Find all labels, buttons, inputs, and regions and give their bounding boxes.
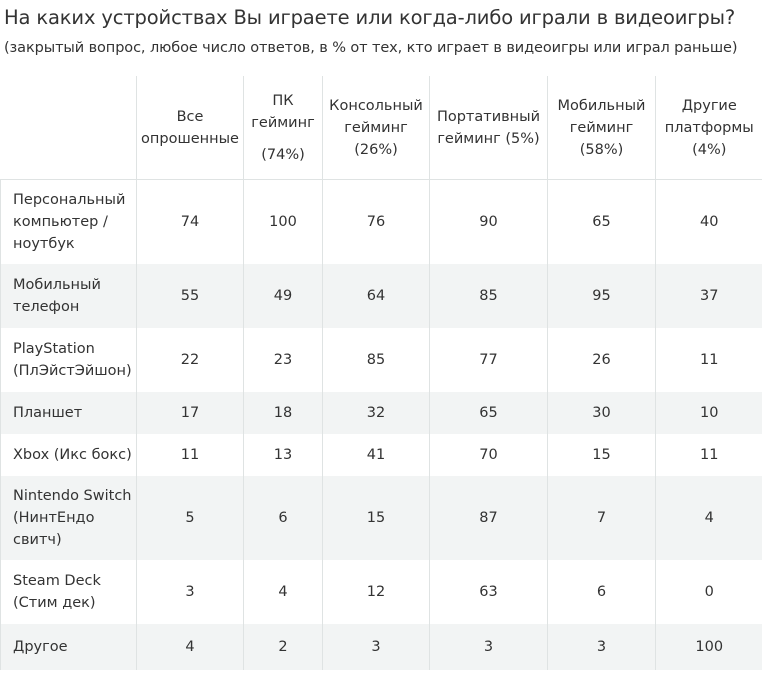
table-cell: 74 bbox=[136, 179, 244, 264]
row-label: Мобильный телефон bbox=[0, 264, 137, 328]
table-cell: 49 bbox=[243, 264, 323, 328]
table-cell: 3 bbox=[547, 624, 656, 670]
row-label: Nintendo Switch (НинтЕндо свитч) bbox=[0, 476, 137, 560]
table-cell: 0 bbox=[655, 560, 762, 624]
table-row: Мобильный телефон 55 49 64 85 95 37 bbox=[0, 264, 762, 328]
column-header-share: (26%) bbox=[354, 141, 398, 158]
column-header: Портативный гейминг (5%) bbox=[429, 76, 548, 180]
column-header: ПК гейминг (74%) bbox=[243, 76, 323, 180]
table-cell: 26 bbox=[547, 328, 656, 392]
table-cell: 23 bbox=[243, 328, 323, 392]
row-label: Xbox (Икс бокс) bbox=[0, 434, 137, 476]
table-row: Xbox (Икс бокс) 11 13 41 70 15 11 bbox=[0, 434, 762, 476]
table-cell: 13 bbox=[243, 434, 323, 476]
row-label: Steam Deck (Стим дек) bbox=[0, 560, 137, 624]
table-cell: 7 bbox=[547, 476, 656, 560]
table-cell: 40 bbox=[655, 179, 762, 264]
table-cell: 4 bbox=[243, 560, 323, 624]
table-cell: 32 bbox=[322, 392, 430, 434]
table-cell: 17 bbox=[136, 392, 244, 434]
table-cell: 70 bbox=[429, 434, 548, 476]
table-cell: 77 bbox=[429, 328, 548, 392]
column-header: Мобильный гейминг (58%) bbox=[547, 76, 656, 180]
column-header: Все опрошенные bbox=[136, 76, 244, 180]
header-row: Все опрошенные ПК гейминг (74%) Консольн… bbox=[0, 76, 762, 180]
column-header-label: Все опрошенные bbox=[141, 108, 239, 147]
column-header-share: (58%) bbox=[579, 141, 624, 158]
table-cell: 65 bbox=[429, 392, 548, 434]
table-cell: 41 bbox=[322, 434, 430, 476]
column-header: Консольный гейминг (26%) bbox=[322, 76, 430, 180]
column-header-label: ПК гейминг bbox=[251, 92, 315, 131]
column-header-share: (74%) bbox=[261, 146, 305, 163]
table-cell: 12 bbox=[322, 560, 430, 624]
column-header-share: (4%) bbox=[692, 141, 727, 158]
table-cell: 4 bbox=[655, 476, 762, 560]
table-row: Steam Deck (Стим дек) 3 4 12 63 6 0 bbox=[0, 560, 762, 624]
table-cell: 5 bbox=[136, 476, 244, 560]
column-header-label: Портативный гейминг (5%) bbox=[436, 108, 541, 147]
survey-table: Все опрошенные ПК гейминг (74%) Консольн… bbox=[0, 76, 762, 670]
table-row: Nintendo Switch (НинтЕндо свитч) 5 6 15 … bbox=[0, 476, 762, 560]
header-corner bbox=[0, 76, 137, 180]
row-label: Персональный компьютер / ноутбук bbox=[0, 179, 137, 264]
table-cell: 6 bbox=[547, 560, 656, 624]
table-cell: 6 bbox=[243, 476, 323, 560]
chart-subtitle: (закрытый вопрос, любое число ответов, в… bbox=[4, 40, 738, 56]
row-label: Планшет bbox=[0, 392, 137, 434]
table-cell: 95 bbox=[547, 264, 656, 328]
table-cell: 10 bbox=[655, 392, 762, 434]
table-cell: 15 bbox=[322, 476, 430, 560]
table-cell: 55 bbox=[136, 264, 244, 328]
table-cell: 11 bbox=[136, 434, 244, 476]
table-cell: 76 bbox=[322, 179, 430, 264]
table-cell: 37 bbox=[655, 264, 762, 328]
table-cell: 64 bbox=[322, 264, 430, 328]
table-cell: 11 bbox=[655, 328, 762, 392]
table-row: Другое 4 2 3 3 3 100 bbox=[0, 624, 762, 670]
table-cell: 30 bbox=[547, 392, 656, 434]
table-cell: 85 bbox=[322, 328, 430, 392]
table-cell: 3 bbox=[136, 560, 244, 624]
column-header-label: Консольный гейминг bbox=[329, 97, 423, 136]
table-cell: 90 bbox=[429, 179, 548, 264]
column-header-label: Другие платформы bbox=[664, 97, 754, 136]
table-cell: 3 bbox=[429, 624, 548, 670]
table-cell: 3 bbox=[322, 624, 430, 670]
row-label: PlayStation (ПлЭйстЭйшон) bbox=[0, 328, 137, 392]
table-cell: 63 bbox=[429, 560, 548, 624]
table-cell: 2 bbox=[243, 624, 323, 670]
table-cell: 65 bbox=[547, 179, 656, 264]
table-cell: 18 bbox=[243, 392, 323, 434]
chart-title: На каких устройствах Вы играете или когд… bbox=[4, 6, 736, 29]
table-row: Персональный компьютер / ноутбук 74 100 … bbox=[0, 179, 762, 264]
table-row: Планшет 17 18 32 65 30 10 bbox=[0, 392, 762, 434]
table-cell: 11 bbox=[655, 434, 762, 476]
table-cell: 85 bbox=[429, 264, 548, 328]
table-cell: 22 bbox=[136, 328, 244, 392]
table-cell: 100 bbox=[655, 624, 762, 670]
table-row: PlayStation (ПлЭйстЭйшон) 22 23 85 77 26… bbox=[0, 328, 762, 392]
table-cell: 100 bbox=[243, 179, 323, 264]
row-label: Другое bbox=[0, 624, 137, 670]
table-cell: 15 bbox=[547, 434, 656, 476]
column-header-label: Мобильный гейминг bbox=[557, 97, 646, 136]
column-header: Другие платформы (4%) bbox=[655, 76, 762, 180]
table-cell: 4 bbox=[136, 624, 244, 670]
table-cell: 87 bbox=[429, 476, 548, 560]
